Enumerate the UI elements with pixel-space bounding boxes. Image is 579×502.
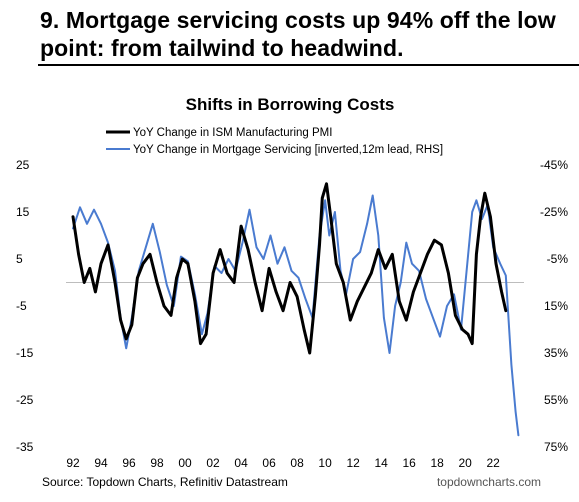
x-tick-label: 06 (262, 456, 276, 470)
legend: YoY Change in ISM Manufacturing PMI YoY … (106, 127, 443, 156)
x-tick-label: 12 (346, 456, 360, 470)
series-layer (71, 182, 520, 437)
x-tick-label: 00 (178, 456, 192, 470)
x-tick-label: 04 (234, 456, 248, 470)
chart-title: Shifts in Borrowing Costs (186, 95, 395, 114)
legend-label-pmi: YoY Change in ISM Manufacturing PMI (133, 127, 332, 139)
x-tick-label: 14 (374, 456, 388, 470)
right-tick-label: -5% (547, 252, 569, 266)
x-tick-label: 20 (458, 456, 472, 470)
right-tick-label: -25% (540, 205, 568, 219)
left-tick-label: -35 (16, 440, 34, 454)
left-tick-label: -25 (16, 393, 34, 407)
left-tick-label: 15 (16, 205, 30, 219)
legend-label-mortgage: YoY Change in Mortgage Servicing [invert… (133, 144, 443, 156)
headline-rule (38, 64, 579, 66)
series-line-mortgage-servicing (72, 194, 520, 437)
right-tick-label: 15% (544, 299, 568, 313)
x-tick-label: 98 (150, 456, 164, 470)
watermark: topdowncharts.com (437, 475, 541, 489)
source-note: Source: Topdown Charts, Refinitiv Datast… (42, 475, 288, 489)
left-tick-label: 5 (16, 252, 23, 266)
x-axis-ticks: 92 94 96 98 00 02 04 06 08 10 12 14 16 18 20 22 (66, 456, 500, 470)
x-tick-label: 16 (402, 456, 416, 470)
right-axis-ticks: -45% -25% -5% 15% 35% 55% 75% (540, 158, 568, 454)
borrowing-costs-chart: Shifts in Borrowing Costs YoY Change in … (16, 95, 568, 489)
right-tick-label: 55% (544, 393, 568, 407)
x-tick-label: 92 (66, 456, 80, 470)
x-tick-label: 10 (318, 456, 332, 470)
series-line-ism-pmi (71, 182, 508, 355)
right-tick-label: -45% (540, 158, 568, 172)
page-headline: 9. Mortgage servicing costs up 94% off t… (40, 7, 556, 61)
left-tick-label: 25 (16, 158, 30, 172)
x-tick-label: 08 (290, 456, 304, 470)
x-tick-label: 02 (206, 456, 220, 470)
right-tick-label: 35% (544, 346, 568, 360)
right-tick-label: 75% (544, 440, 568, 454)
x-tick-label: 18 (430, 456, 444, 470)
x-tick-label: 96 (122, 456, 136, 470)
x-tick-label: 94 (94, 456, 108, 470)
left-axis-ticks: 25 15 5 -5 -15 -25 -35 (16, 158, 34, 454)
left-tick-label: -5 (16, 299, 27, 313)
x-tick-label: 22 (487, 456, 501, 470)
left-tick-label: -15 (16, 346, 34, 360)
